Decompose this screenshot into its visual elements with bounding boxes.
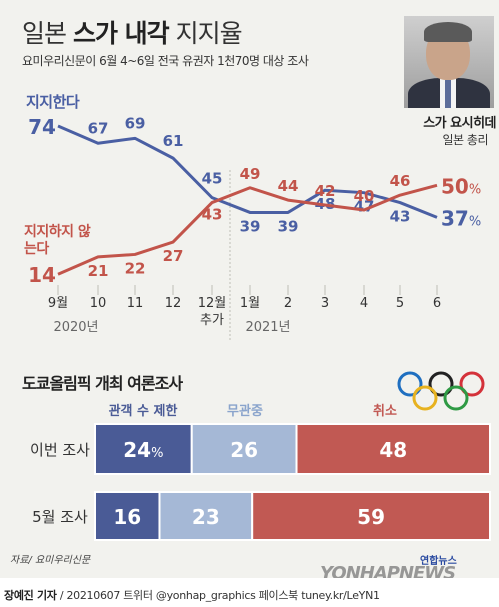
person-role: 일본 총리: [442, 133, 489, 147]
x-tick-label: 9월: [48, 296, 68, 311]
bar-value-label: 48: [379, 438, 407, 462]
x-tick-label: 1월: [240, 296, 260, 311]
x-tick-label: 3: [321, 296, 329, 311]
bar-value-label: 59: [357, 505, 385, 529]
footer: 장예진 기자 / 20210607 트위터 @yonhap_graphics 페…: [0, 578, 499, 607]
footer-credits: / 20210607 트위터 @yonhap_graphics 페이스북 tun…: [59, 589, 380, 602]
data-label: 14: [28, 263, 56, 287]
series-label-support: 지지한다: [26, 93, 80, 111]
bar-category-label: 5월 조사: [32, 508, 88, 526]
x-tick-label: 10: [90, 296, 107, 311]
bar-segment: [158, 491, 254, 541]
x-tick-label: 5: [396, 296, 404, 311]
bar-value-label: 23: [192, 505, 220, 529]
yonhap-logo: 연합뉴스: [420, 556, 457, 567]
bar-value-label: 16: [113, 505, 141, 529]
x-tick-label: 4: [360, 296, 368, 311]
data-label: 45: [202, 170, 223, 188]
data-label: 40: [354, 187, 375, 205]
year-label: 2020년: [53, 320, 98, 335]
bar-segment: [295, 423, 491, 475]
source-note: 자료/ 요미우리신문: [10, 555, 91, 566]
olympic-poll-title: 도쿄올림픽 개최 여론조사: [22, 374, 183, 393]
bar-segment: [94, 491, 161, 541]
footer-author: 장예진 기자: [4, 589, 57, 602]
data-label: 67: [88, 119, 109, 137]
legend-entry: 취소: [373, 403, 397, 419]
person-name: 스가 요시히데: [423, 116, 496, 131]
series-line-support: [57, 124, 438, 219]
page-title: 일본 스가 내각 지지율: [22, 19, 243, 48]
x-tick-label: 2: [284, 296, 292, 311]
data-label: 49: [240, 165, 261, 183]
x-tick-label: 12: [165, 296, 182, 311]
series-line-oppose: [57, 183, 438, 276]
data-label: 74: [28, 115, 56, 139]
data-label: 43: [390, 208, 411, 226]
data-label: 39: [278, 217, 299, 235]
data-label: 21: [88, 262, 109, 280]
data-label: 69: [125, 114, 146, 132]
x-tick-label: 추가: [200, 313, 224, 328]
data-label: 43: [202, 206, 223, 224]
data-label: 22: [125, 259, 146, 277]
x-tick-label: 11: [127, 296, 144, 311]
data-label: 46: [390, 172, 411, 190]
subtitle: 요미우리신문이 6월 4~6일 전국 유권자 1천70명 대상 조사: [22, 54, 309, 68]
data-label: 42: [315, 182, 336, 200]
year-label: 2021년: [245, 320, 290, 335]
bar-value-label: 26: [230, 438, 258, 462]
data-label: 47: [354, 198, 375, 216]
series-label-oppose: 지지하지 않는다: [24, 224, 91, 257]
data-label: 44: [278, 177, 299, 195]
bar-segment: [251, 491, 491, 541]
data-label: 61: [163, 132, 184, 150]
prime-minister-photo: [404, 16, 494, 108]
legend-entry: 관객 수 제한: [109, 403, 178, 419]
data-label: 27: [163, 247, 184, 265]
legend-entry: 무관중: [227, 403, 263, 419]
bar-category-label: 이번 조사: [30, 441, 90, 459]
x-tick-label: 6: [433, 296, 441, 311]
olympic-rings-icon: [397, 371, 485, 411]
data-label: 39: [240, 217, 261, 235]
x-tick-label: 12월: [198, 296, 227, 311]
